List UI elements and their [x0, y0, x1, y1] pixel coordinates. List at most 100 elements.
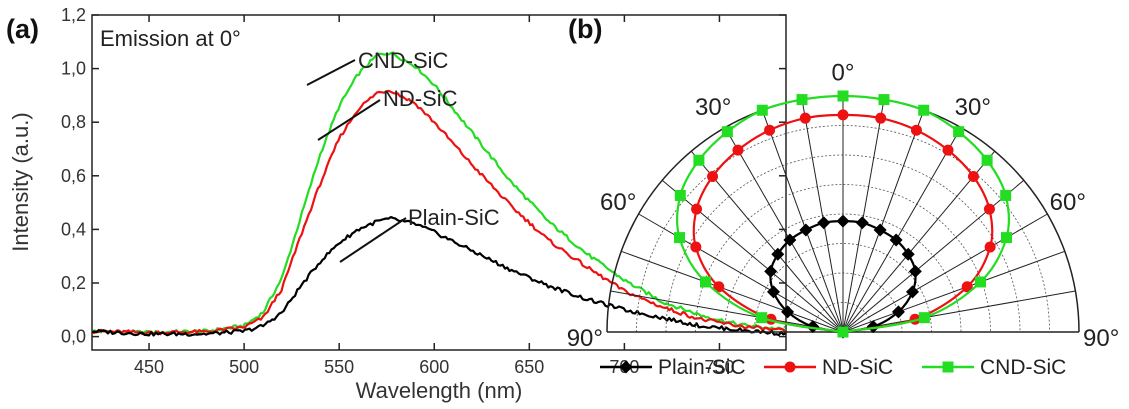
polar-point-cnd-sic: [796, 94, 808, 106]
polar-spoke: [610, 290, 844, 333]
y-tick-label: 0,8: [61, 112, 86, 132]
polar-point-plain-sic: [905, 285, 919, 299]
angle-label: 30°: [695, 94, 731, 121]
angle-label: 30°: [955, 94, 991, 121]
legend-label-plain-sic: Plain-SiC: [658, 356, 746, 379]
polar-point-plain-sic: [855, 216, 869, 230]
series-callouts: CND-SiC ND-SiC Plain-SiC: [306, 48, 500, 263]
x-tick-label: 450: [134, 357, 164, 377]
polar-point-cnd-sic: [918, 104, 930, 116]
x-axis-title: Wavelength (nm): [356, 378, 523, 403]
polar-point-nd-sic: [983, 203, 995, 215]
polar-point-cnd-sic: [756, 312, 768, 324]
x-tick-label: 500: [229, 357, 259, 377]
polar-point-plain-sic: [817, 216, 831, 230]
polar-spoke: [842, 179, 1025, 333]
x-tick-label: 550: [324, 357, 354, 377]
callout-line-nd-sic: [317, 99, 381, 141]
angle-labels: 0° 30° 30° 60° 60° 90° 90°: [567, 59, 1120, 352]
polar-point-plain-sic: [901, 247, 915, 261]
polar-point-nd-sic: [691, 203, 703, 215]
polar-point-plain-sic: [771, 247, 785, 261]
x-tick-label: 600: [419, 357, 449, 377]
y-axis-title: Intensity (a.u.): [8, 112, 33, 251]
polar-point-nd-sic: [764, 124, 776, 136]
polar-spoke: [842, 110, 925, 333]
polar-spoke: [842, 250, 1065, 333]
y-tick-label: 0,2: [61, 273, 86, 293]
x-axis-ticks: 450500550600650700750: [134, 15, 734, 377]
polar-legend: Plain-SiC ND-SiC CND-SiC: [600, 356, 1066, 379]
polar-point-plain-sic: [908, 264, 922, 278]
polar-point-cnd-sic: [878, 94, 890, 106]
polar-point-nd-sic: [707, 171, 719, 183]
polar-spoke: [842, 213, 1048, 333]
polar-point-nd-sic: [732, 144, 744, 156]
polar-point-cnd-sic: [693, 154, 705, 166]
polar-point-cnd-sic: [981, 154, 993, 166]
polar-point-plain-sic: [799, 223, 813, 237]
polar-point-plain-sic: [889, 233, 903, 247]
polar-spoke: [638, 213, 844, 333]
legend-marker-plain-sic: [619, 360, 633, 374]
polar-spoke: [761, 110, 844, 333]
polar-ring: [695, 184, 991, 333]
legend-label-nd-sic: ND-SiC: [822, 356, 893, 379]
legend-label-cnd-sic: CND-SiC: [980, 356, 1066, 379]
polar-point-plain-sic: [764, 264, 778, 278]
polar-point-cnd-sic: [837, 90, 849, 102]
polar-point-cnd-sic: [673, 232, 685, 244]
polar-point-plain-sic: [836, 214, 850, 228]
polar-point-plain-sic: [873, 223, 887, 237]
polar-point-plain-sic: [767, 285, 781, 299]
polar-point-nd-sic: [942, 144, 954, 156]
emission-spectrum-chart: 450500550600650700750 0,00,20,40,60,81,0…: [8, 5, 787, 403]
angle-label: 90°: [567, 325, 603, 352]
polar-point-cnd-sic: [1000, 189, 1012, 201]
spectrum-series-group: [91, 51, 787, 337]
y-tick-label: 1,2: [61, 5, 86, 25]
polar-spoke: [842, 290, 1076, 333]
polar-point-cnd-sic: [674, 189, 686, 201]
y-tick-label: 1,0: [61, 59, 86, 79]
callout-line-cnd-sic: [306, 59, 356, 86]
polar-point-cnd-sic: [974, 276, 986, 288]
polar-emission-chart: 0° 30° 30° 60° 60° 90° 90° Plain-SiC ND-SiC CND-…: [567, 59, 1120, 379]
polar-point-plain-sic: [781, 305, 795, 319]
polar-point-cnd-sic: [837, 326, 849, 338]
angle-label: 0°: [832, 59, 855, 86]
polar-point-cnd-sic: [721, 126, 733, 138]
polar-point-nd-sic: [967, 171, 979, 183]
plot-frame-a: [91, 14, 787, 351]
polar-ring: [813, 302, 873, 333]
polar-point-nd-sic: [984, 241, 996, 253]
polar-spoke: [724, 127, 844, 333]
polar-point-cnd-sic: [953, 126, 965, 138]
polar-spoke: [661, 179, 844, 333]
polar-spoke: [842, 150, 996, 333]
polar-spoke: [842, 127, 962, 333]
polar-point-nd-sic: [875, 112, 887, 124]
y-tick-label: 0,6: [61, 166, 86, 186]
polar-point-cnd-sic: [1001, 232, 1013, 244]
polar-point-cnd-sic: [756, 104, 768, 116]
legend-marker-nd-sic: [784, 361, 796, 373]
polar-point-nd-sic: [837, 109, 849, 121]
y-axis-ticks: 0,0 0,2 0,4 0,6 0,8 1,0 1,2: [61, 5, 786, 347]
angle-label: 60°: [600, 189, 636, 216]
polar-point-cnd-sic: [700, 276, 712, 288]
x-tick-label: 650: [514, 357, 544, 377]
callout-line-plain-sic: [339, 217, 407, 263]
angle-label: 60°: [1050, 189, 1086, 216]
polar-spoke: [690, 150, 844, 333]
polar-point-nd-sic: [799, 112, 811, 124]
polar-series-group: [673, 90, 1013, 339]
polar-point-cnd-sic: [918, 312, 930, 324]
x-tick-label: 750: [704, 357, 734, 377]
series-line-plain-sic: [91, 216, 787, 337]
y-tick-label: 0,4: [61, 219, 86, 239]
legend-marker-cnd-sic: [942, 361, 954, 373]
callout-label-cnd-sic: CND-SiC: [358, 48, 449, 73]
emission-annotation: Emission at 0°: [100, 26, 241, 51]
